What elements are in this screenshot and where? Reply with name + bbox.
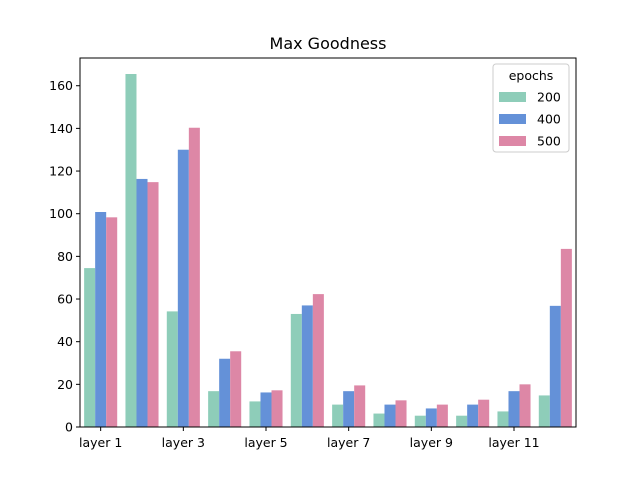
bar-layer-3-epochs-200 xyxy=(166,311,178,427)
x-tick-label: layer 11 xyxy=(488,435,539,450)
y-tick-label: 0 xyxy=(65,420,73,435)
bar-layer-9-epochs-500 xyxy=(436,404,448,427)
bar-layer-5-epochs-200 xyxy=(249,401,261,427)
x-tick-label: layer 7 xyxy=(327,435,370,450)
y-tick-label: 80 xyxy=(57,249,73,264)
bar-layer-1-epochs-500 xyxy=(106,217,118,427)
bar-layer-3-epochs-400 xyxy=(177,149,189,427)
bar-layer-11-epochs-200 xyxy=(497,411,509,427)
y-axis: 0 20 40 60 80 100 120 140 160 xyxy=(49,78,80,435)
bar-layer-11-epochs-500 xyxy=(519,384,531,427)
bar-layer-7-epochs-400 xyxy=(343,391,355,427)
x-tick-label: layer 3 xyxy=(162,435,205,450)
bar-layer-7-epochs-200 xyxy=(332,404,344,427)
bars xyxy=(84,73,572,428)
y-tick-label: 160 xyxy=(49,78,73,93)
legend-swatch-200 xyxy=(499,92,526,102)
y-tick-label: 60 xyxy=(57,292,73,307)
bar-layer-8-epochs-200 xyxy=(373,413,385,427)
bar-layer-2-epochs-400 xyxy=(136,178,148,427)
bar-layer-6-epochs-400 xyxy=(301,305,313,427)
bar-layer-6-epochs-200 xyxy=(290,313,302,427)
bar-layer-7-epochs-500 xyxy=(354,385,366,427)
bar-layer-10-epochs-500 xyxy=(478,399,490,427)
y-tick-label: 100 xyxy=(49,206,73,221)
bar-layer-11-epochs-400 xyxy=(508,391,520,427)
bar-layer-8-epochs-500 xyxy=(395,400,407,427)
y-tick-label: 20 xyxy=(57,377,73,392)
bar-layer-1-epochs-400 xyxy=(95,211,107,427)
bar-layer-4-epochs-400 xyxy=(219,358,231,427)
bar-layer-9-epochs-200 xyxy=(414,415,426,427)
bar-layer-12-epochs-400 xyxy=(549,305,561,427)
legend-swatch-500 xyxy=(499,136,526,146)
bar-layer-3-epochs-500 xyxy=(188,127,200,427)
bar-layer-2-epochs-500 xyxy=(147,182,159,427)
y-tick-label: 120 xyxy=(49,164,73,179)
bar-layer-10-epochs-200 xyxy=(456,415,468,427)
x-tick-label: layer 1 xyxy=(79,435,122,450)
bar-layer-1-epochs-200 xyxy=(84,268,96,427)
bar-layer-12-epochs-500 xyxy=(560,248,572,427)
bar-layer-2-epochs-200 xyxy=(125,73,137,428)
legend-title: epochs xyxy=(509,68,554,83)
x-axis: layer 1 layer 3 layer 5 layer 7 layer 9 layer… xyxy=(79,427,540,450)
x-tick-label: layer 5 xyxy=(244,435,287,450)
bar-layer-5-epochs-400 xyxy=(260,392,272,427)
plot-frame xyxy=(79,57,577,428)
bar-layer-5-epochs-500 xyxy=(271,390,283,427)
bar-layer-12-epochs-200 xyxy=(538,395,550,427)
bar-layer-8-epochs-400 xyxy=(384,404,396,427)
bar-layer-4-epochs-500 xyxy=(230,351,242,427)
legend-box xyxy=(492,63,570,153)
y-tick-label: 40 xyxy=(57,334,73,349)
bar-layer-10-epochs-400 xyxy=(467,404,479,427)
legend: epochs 200 400 500 xyxy=(492,63,570,153)
bar-layer-6-epochs-500 xyxy=(312,294,324,427)
bar-layer-9-epochs-400 xyxy=(425,408,437,427)
x-tick-label: layer 9 xyxy=(410,435,453,450)
legend-swatch-400 xyxy=(499,114,526,124)
bar-layer-4-epochs-200 xyxy=(208,391,220,427)
legend-label-400: 400 xyxy=(537,112,561,127)
legend-label-500: 500 xyxy=(537,134,561,149)
chart-title: Max Goodness xyxy=(270,34,387,53)
y-tick-label: 140 xyxy=(49,121,73,136)
legend-label-200: 200 xyxy=(537,90,561,105)
